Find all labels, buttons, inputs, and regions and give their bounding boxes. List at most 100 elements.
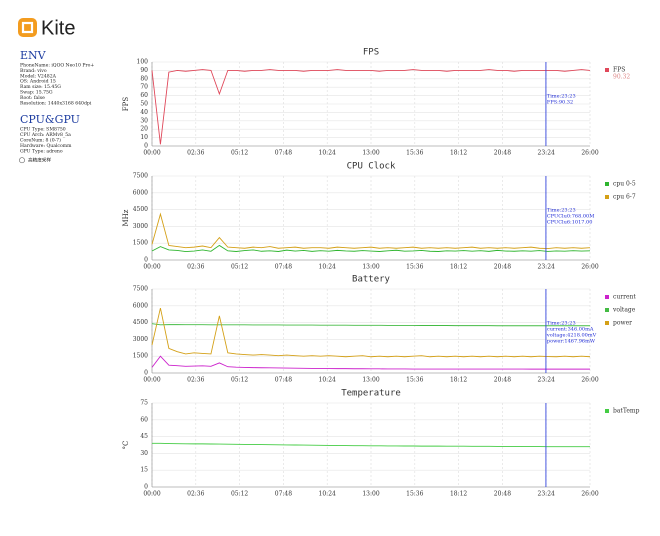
y-tick-label: 80 bbox=[140, 75, 148, 82]
x-tick-label: 15:36 bbox=[406, 377, 423, 384]
legend-label[interactable]: current bbox=[613, 294, 636, 301]
x-tick-label: 00:00 bbox=[143, 150, 160, 157]
legend-label[interactable]: power bbox=[613, 320, 632, 327]
legend-swatch[interactable] bbox=[605, 409, 609, 413]
y-tick-label: 60 bbox=[140, 92, 148, 99]
tooltip-line: power:1467.96mW bbox=[547, 339, 596, 345]
x-tick-label: 00:00 bbox=[143, 377, 160, 384]
x-tick-label: 07:48 bbox=[275, 491, 292, 498]
legend-swatch[interactable] bbox=[605, 295, 609, 299]
radio[interactable] bbox=[19, 157, 25, 164]
series-line bbox=[151, 307, 591, 358]
y-tick-label: 90 bbox=[140, 67, 148, 74]
x-tick-label: 20:48 bbox=[494, 377, 511, 384]
x-tick-label: 05:12 bbox=[231, 377, 248, 384]
x-tick-label: 20:48 bbox=[494, 264, 511, 271]
x-tick-label: 26:00 bbox=[581, 150, 598, 157]
legend-label[interactable]: FPS bbox=[613, 67, 625, 74]
legend-swatch[interactable] bbox=[605, 195, 609, 199]
y-tick-label: 60 bbox=[140, 416, 148, 423]
y-tick-label: 40 bbox=[140, 109, 148, 116]
tooltip-line: Time:23:23 bbox=[547, 208, 576, 214]
x-tick-label: 15:36 bbox=[406, 491, 423, 498]
x-tick-label: 20:48 bbox=[494, 150, 511, 157]
tooltip-line: Time:23:23 bbox=[547, 321, 576, 327]
x-tick-label: 20:48 bbox=[494, 491, 511, 498]
y-tick-label: 50 bbox=[140, 101, 148, 108]
legend-swatch[interactable] bbox=[605, 321, 609, 325]
y-tick-label: 6000 bbox=[133, 189, 148, 196]
y-tick-label: 0 bbox=[144, 370, 148, 377]
info-line: Resolution: 1440x3168 640dpi bbox=[20, 100, 92, 106]
y-tick-label: 3000 bbox=[133, 336, 148, 343]
x-tick-label: 10:24 bbox=[319, 264, 336, 271]
logo-glyph bbox=[21, 21, 34, 34]
x-tick-label: 15:36 bbox=[406, 150, 423, 157]
y-tick-label: 7500 bbox=[133, 286, 148, 293]
info-line: Root: false bbox=[20, 95, 45, 101]
y-tick-label: 3000 bbox=[133, 223, 148, 230]
x-tick-label: 00:00 bbox=[143, 491, 160, 498]
y-tick-label: 100 bbox=[137, 59, 149, 66]
series-line bbox=[152, 442, 590, 448]
series-line bbox=[151, 355, 590, 370]
y-tick-label: 1500 bbox=[133, 353, 148, 360]
info-line: Model: V2482A bbox=[20, 73, 57, 79]
x-tick-label: 07:48 bbox=[275, 150, 292, 157]
x-tick-label: 18:12 bbox=[450, 264, 467, 271]
x-tick-label: 02:36 bbox=[187, 150, 204, 157]
option-label[interactable]: 高精度采样 bbox=[28, 157, 51, 164]
legend-label[interactable]: voltage bbox=[612, 307, 636, 314]
x-tick-label: 13:00 bbox=[362, 150, 379, 157]
x-tick-label: 26:00 bbox=[581, 377, 598, 384]
logo-text: Kite bbox=[41, 17, 75, 39]
x-tick-label: 05:12 bbox=[231, 264, 248, 271]
series-line bbox=[151, 244, 591, 253]
y-tick-label: 7500 bbox=[133, 173, 148, 180]
x-tick-label: 00:00 bbox=[143, 264, 160, 271]
chart-title: CPU Clock bbox=[347, 162, 396, 172]
y-tick-label: 15 bbox=[140, 467, 148, 474]
info-line: Hardware: Qualcomm bbox=[20, 143, 72, 149]
y-tick-label: 0 bbox=[144, 257, 148, 264]
y-tick-label: 10 bbox=[140, 134, 148, 141]
info-line: Ram size: 15.45G bbox=[20, 84, 61, 90]
x-tick-label: 02:36 bbox=[187, 264, 204, 271]
legend-swatch[interactable] bbox=[605, 68, 609, 72]
legend-label[interactable]: cpu 6-7 bbox=[613, 194, 636, 201]
tooltip-line: CPUClu0:768.00M bbox=[547, 214, 594, 220]
legend-swatch[interactable] bbox=[605, 308, 609, 312]
x-tick-label: 13:00 bbox=[362, 377, 379, 384]
y-tick-label: 30 bbox=[140, 450, 148, 457]
series-line bbox=[151, 212, 591, 250]
y-axis-label: °C bbox=[122, 441, 130, 450]
y-tick-label: 20 bbox=[140, 126, 148, 133]
section-title: CPU&GPU bbox=[20, 113, 80, 126]
x-tick-label: 15:36 bbox=[406, 264, 423, 271]
info-line: CoreNum: 8 (0-7) bbox=[20, 137, 61, 144]
x-tick-label: 18:12 bbox=[450, 150, 467, 157]
tooltip-line: Time:23:23 bbox=[547, 94, 576, 100]
y-tick-label: 4500 bbox=[133, 206, 148, 213]
x-tick-label: 05:12 bbox=[231, 150, 248, 157]
legend-label[interactable]: batTemp bbox=[613, 408, 640, 415]
x-tick-label: 05:12 bbox=[231, 491, 248, 498]
x-tick-label: 23:24 bbox=[538, 377, 555, 384]
info-line: Brand: vivo bbox=[20, 68, 47, 74]
chart-title: Battery bbox=[352, 275, 391, 285]
y-tick-label: 70 bbox=[140, 84, 148, 91]
y-tick-label: 0 bbox=[144, 484, 148, 491]
legend-label[interactable]: cpu 0-5 bbox=[613, 181, 636, 188]
x-tick-label: 13:00 bbox=[362, 491, 379, 498]
x-tick-label: 23:24 bbox=[538, 150, 555, 157]
legend-swatch[interactable] bbox=[605, 182, 609, 186]
section-title: ENV bbox=[20, 49, 47, 62]
chart-title: FPS bbox=[363, 48, 379, 58]
x-tick-label: 10:24 bbox=[319, 491, 336, 498]
x-tick-label: 23:24 bbox=[538, 491, 555, 498]
tooltip-line: voltage:4218.00mV bbox=[546, 333, 597, 339]
series-line bbox=[151, 69, 591, 145]
x-tick-label: 07:48 bbox=[275, 264, 292, 271]
y-tick-label: 1500 bbox=[133, 240, 148, 247]
